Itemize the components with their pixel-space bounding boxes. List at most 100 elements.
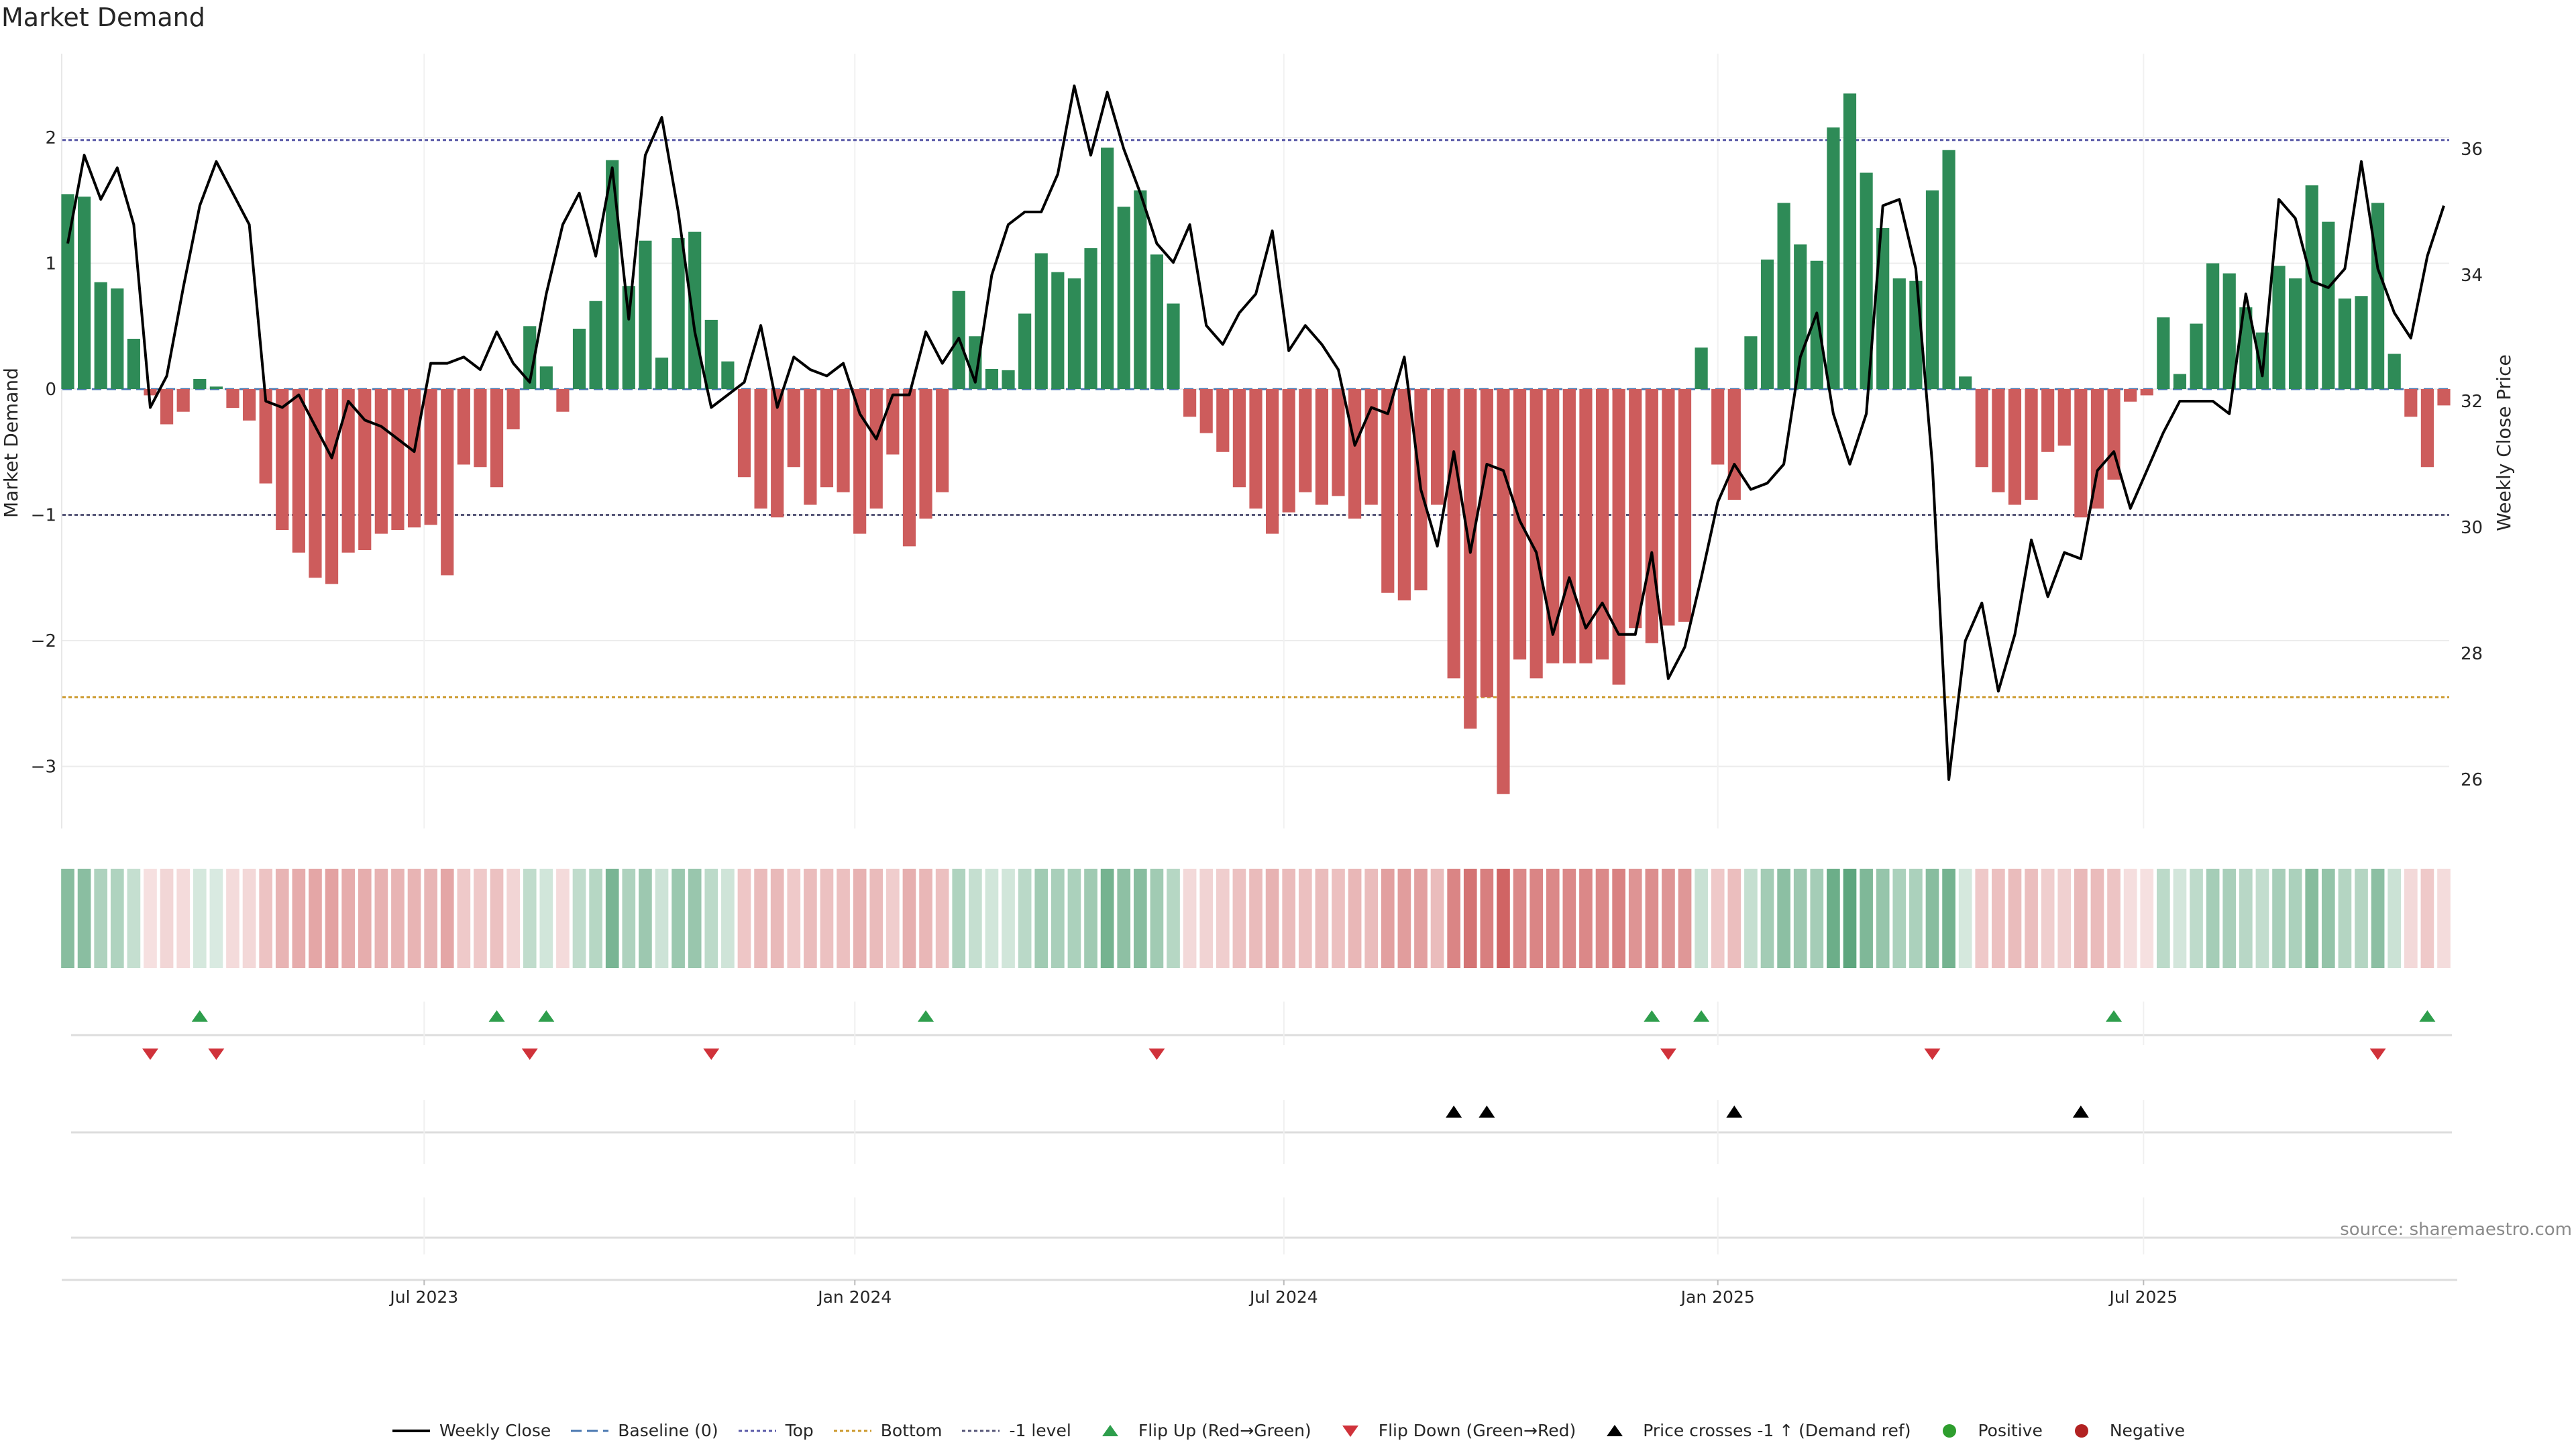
legend-item-price: Weekly Close	[391, 1421, 551, 1440]
cross-legend-icon	[1607, 1424, 1623, 1436]
heat-cell	[1002, 869, 1015, 968]
legend-item-negative: Negative	[2061, 1421, 2185, 1440]
demand-bar	[1810, 260, 1823, 389]
heat-cell	[1711, 869, 1725, 968]
y2-tick-label: 28	[2461, 644, 2483, 664]
demand-bar	[606, 160, 619, 389]
positive-legend-icon	[1943, 1424, 1957, 1438]
heat-cell	[1860, 869, 1873, 968]
demand-bar	[2025, 389, 2038, 500]
y-tick-label: −2	[31, 631, 56, 651]
demand-bar	[1397, 389, 1411, 600]
heat-cell	[2074, 869, 2088, 968]
demand-bar	[1678, 389, 1692, 622]
demand-bar	[1629, 389, 1642, 629]
heat-cell	[2057, 869, 2072, 968]
heat-cell	[1397, 869, 1411, 968]
flip_up-legend-icon	[1102, 1424, 1118, 1436]
heat-cell	[2355, 869, 2368, 968]
demand-bar	[1034, 253, 1048, 389]
heat-cell	[2190, 869, 2203, 968]
heat-cell	[94, 869, 108, 968]
demand-bar	[1695, 347, 1708, 389]
heat-cell	[1628, 869, 1642, 968]
demand-bar	[1315, 389, 1328, 505]
legend-label: Top	[785, 1421, 814, 1440]
heat-cell	[589, 869, 602, 968]
demand-bar	[457, 389, 470, 465]
demand-bar	[1925, 190, 1939, 389]
heat-cell	[1678, 869, 1692, 968]
demand-bar	[622, 286, 635, 389]
heat-cell	[1018, 869, 1032, 968]
demand-bar	[127, 339, 140, 389]
heat-cell	[209, 869, 223, 968]
heat-cell	[2255, 869, 2269, 968]
demand-bar	[936, 389, 949, 492]
demand-bar	[2322, 221, 2335, 389]
heat-cell	[1942, 869, 1955, 968]
demand-bar	[869, 389, 883, 509]
demand-bar	[1117, 207, 1130, 389]
demand-bar	[1662, 389, 1675, 626]
demand-bar	[1464, 389, 1477, 729]
demand-bar	[2420, 389, 2434, 468]
demand-bar	[902, 389, 916, 547]
negative-legend-icon	[2074, 1424, 2088, 1438]
flip-up-marker	[918, 1010, 934, 1022]
legend-label: Positive	[1978, 1421, 2043, 1440]
demand-bar	[1876, 228, 1890, 389]
demand-bar	[358, 389, 372, 550]
demand-bar	[276, 389, 289, 530]
heat-cell	[1843, 869, 1857, 968]
demand-bar	[2437, 389, 2451, 406]
heat-cell	[2338, 869, 2352, 968]
y-tick-label: −3	[31, 757, 56, 777]
demand-bar	[2404, 389, 2418, 417]
demand-bar	[2305, 185, 2318, 389]
demand-bar	[242, 389, 256, 421]
heat-cell	[440, 869, 454, 968]
heat-cell	[1364, 869, 1379, 968]
demand-bar	[1579, 389, 1593, 663]
heat-cell	[1497, 869, 1510, 968]
heat-cell	[77, 869, 91, 968]
y2-axis-label: Weekly Close Price	[2493, 354, 2515, 531]
heat-cell	[770, 869, 784, 968]
demand-bar	[193, 379, 207, 389]
heat-cell	[1051, 869, 1065, 968]
demand-bar	[1760, 259, 1774, 389]
heat-cell	[2272, 869, 2286, 968]
demand-bar	[2124, 389, 2137, 402]
demand-bar	[1282, 389, 1295, 513]
demand-bar	[2090, 389, 2104, 509]
heat-cell	[1909, 869, 1923, 968]
heat-cell	[1199, 869, 1214, 968]
legend-item-bottom: Bottom	[833, 1421, 942, 1440]
demand-bar	[704, 319, 718, 389]
demand-bar	[374, 389, 388, 534]
demand-bar	[1381, 389, 1395, 593]
legend-label: Flip Up (Red→Green)	[1138, 1421, 1311, 1440]
x-tick-label: Jan 2025	[1680, 1287, 1755, 1307]
heat-cell	[1265, 869, 1279, 968]
source-label: source: sharemaestro.com	[2340, 1220, 2572, 1240]
demand-bar	[737, 389, 751, 478]
heat-cell	[2371, 869, 2385, 968]
demand-bar	[655, 358, 669, 389]
heat-cell	[1381, 869, 1395, 968]
x-axis: Jul 2023 Jan 2024 Jul 2024 Jan 2025 Jul 2025	[62, 1279, 2457, 1307]
heat-cell	[2305, 869, 2319, 968]
heat-cell	[1150, 869, 1164, 968]
y-tick-label: 1	[45, 254, 56, 274]
heat-cell	[1760, 869, 1774, 968]
flip-down-marker	[208, 1049, 225, 1060]
y2-tick-label: 30	[2461, 518, 2483, 538]
demand-bar	[1101, 148, 1114, 389]
demand-bar	[259, 389, 272, 484]
price-cross-marker	[2072, 1106, 2089, 1118]
demand-bar	[1711, 389, 1725, 465]
heat-cell	[1810, 869, 1824, 968]
demand-bar	[1084, 248, 1097, 389]
demand-bar	[556, 389, 570, 412]
